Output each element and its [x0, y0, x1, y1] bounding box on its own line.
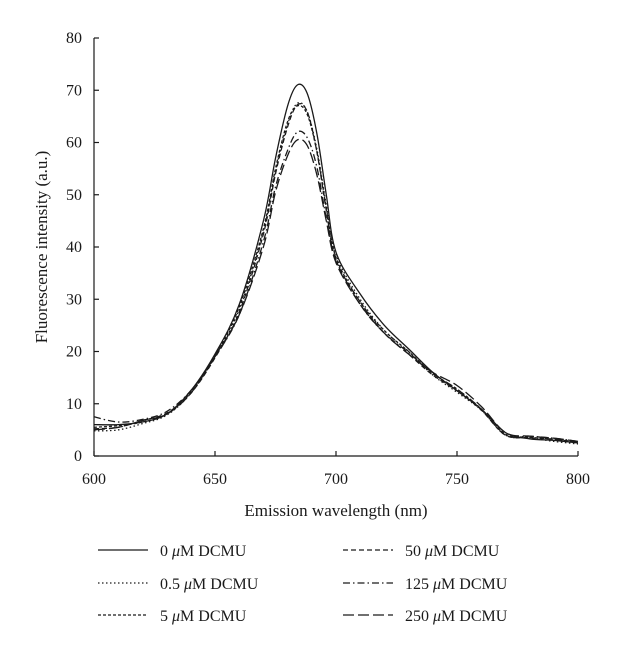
legend-unit-prefix: μ — [171, 608, 180, 625]
y-tick-label: 0 — [74, 448, 82, 465]
x-tick-label: 750 — [445, 471, 469, 488]
legend-unit-prefix: μ — [432, 608, 441, 625]
legend-unit-prefix: μ — [432, 576, 441, 593]
legend-unit-prefix: μ — [183, 576, 192, 593]
y-tick-label: 30 — [66, 291, 82, 308]
legend-label: 250 μM DCMU — [405, 608, 508, 625]
legend-unit-rest: M DCMU — [441, 608, 508, 625]
legend-value: 50 — [405, 543, 425, 560]
plot-area: 600 650 700 750 800 0 10 20 30 40 50 60 70 80 — [66, 30, 590, 488]
legend-value: 0 — [160, 543, 172, 560]
x-tick-label: 700 — [324, 471, 348, 488]
x-axis-title: Emission wavelength (nm) — [244, 501, 427, 520]
legend-value: 125 — [405, 576, 433, 593]
x-tick-label: 600 — [82, 471, 106, 488]
y-tick-label: 50 — [66, 187, 82, 204]
legend-unit-rest: M DCMU — [441, 576, 508, 593]
legend-unit-prefix: μ — [424, 543, 433, 560]
y-tick-label: 40 — [66, 239, 82, 256]
legend-unit-rest: M DCMU — [180, 543, 247, 560]
y-axis-title: Fluorescence intensity (a.u.) — [32, 151, 51, 344]
series-line — [93, 101, 579, 445]
series-line — [93, 138, 579, 443]
legend-label: 125 μM DCMU — [405, 576, 508, 593]
legend-value: 0.5 — [160, 576, 184, 593]
y-tick-label: 20 — [66, 344, 82, 361]
legend-label: 50 μM DCMU — [405, 543, 500, 560]
y-tick-label: 10 — [66, 396, 82, 413]
legend-unit-rest: M DCMU — [433, 543, 500, 560]
legend-label: 5 μM DCMU — [160, 608, 247, 625]
legend-label: 0.5 μM DCMU — [160, 576, 259, 593]
series-lines — [93, 83, 579, 445]
legend-label: 0 μM DCMU — [160, 543, 247, 560]
legend-unit-rest: M DCMU — [180, 608, 247, 625]
legend-unit-rest: M DCMU — [192, 576, 259, 593]
y-tick-label: 80 — [66, 30, 82, 47]
y-tick-label: 60 — [66, 135, 82, 152]
legend-value: 250 — [405, 608, 433, 625]
x-ticks: 600 650 700 750 800 — [82, 451, 590, 488]
legend-unit-prefix: μ — [171, 543, 180, 560]
series-line — [93, 103, 579, 444]
series-line — [93, 104, 579, 444]
x-tick-label: 800 — [566, 471, 590, 488]
x-tick-label: 650 — [203, 471, 227, 488]
y-tick-label: 70 — [66, 82, 82, 99]
series-line — [93, 130, 579, 443]
legend-value: 5 — [160, 608, 172, 625]
y-ticks: 0 10 20 30 40 50 60 70 80 — [66, 30, 99, 465]
